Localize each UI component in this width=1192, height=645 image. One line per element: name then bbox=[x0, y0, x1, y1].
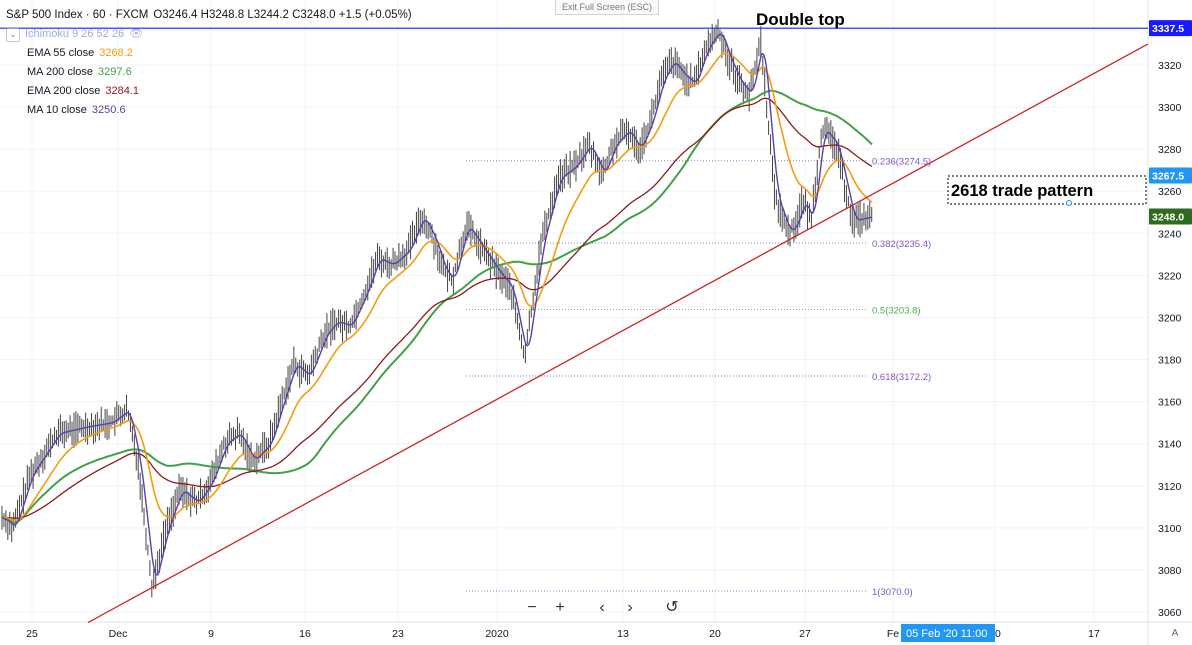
y-tick-label: 3260 bbox=[1158, 186, 1182, 198]
y-tick-label: 3080 bbox=[1158, 565, 1182, 577]
x-tick-label: 27 bbox=[799, 628, 811, 640]
auto-scale-button[interactable]: A bbox=[1171, 628, 1179, 639]
y-tick-label: 3180 bbox=[1158, 355, 1182, 367]
fib-level-label: 1(3070.0) bbox=[872, 587, 913, 598]
fib-level-label: 0.5(3203.8) bbox=[872, 305, 921, 316]
x-tick-label: 20 bbox=[709, 628, 721, 640]
y-tick-label: 3140 bbox=[1158, 439, 1182, 451]
chart-legend: S&P 500 Index · 60 · FXCM O3246.4 H3248.… bbox=[6, 6, 412, 120]
double-top-annotation: Double top bbox=[756, 10, 845, 29]
crosshair-label-bg bbox=[901, 624, 995, 642]
y-tick-label: 3240 bbox=[1158, 228, 1182, 240]
zoom-in-button[interactable]: + bbox=[555, 599, 565, 616]
scroll-right-button[interactable]: › bbox=[627, 599, 633, 616]
y-tick-label: 3120 bbox=[1158, 481, 1182, 493]
y-tick-label: 3200 bbox=[1158, 312, 1182, 324]
ma10-value: 3250.6 bbox=[91, 104, 126, 116]
price-label: 3337.5 bbox=[1152, 23, 1184, 35]
x-tick-label: 2020 bbox=[485, 628, 509, 640]
ma-200-line bbox=[1, 89, 873, 524]
zoom-out-button[interactable]: − bbox=[527, 599, 537, 616]
fib-level-label: 0.382(3235.4) bbox=[872, 239, 931, 250]
ma-10-line bbox=[1, 33, 873, 576]
x-tick-label: 25 bbox=[26, 628, 38, 640]
x-tick-label: 23 bbox=[392, 628, 404, 640]
pattern-box bbox=[947, 175, 1147, 205]
exit-fullscreen-button[interactable]: Exit Full Screen (ESC) bbox=[555, 0, 660, 15]
ma200-value: 3297.6 bbox=[98, 66, 132, 78]
indicator-ema55[interactable]: EMA 55 close 3268.2 bbox=[6, 44, 412, 63]
ichimoku-row[interactable]: ⌄ Ichimoku 9 26 52 26 👁 bbox=[6, 25, 412, 44]
x-tick-label: 16 bbox=[299, 628, 311, 640]
y-tick-label: 3300 bbox=[1158, 102, 1182, 114]
fib-level-label: 0.236(3274.5) bbox=[872, 157, 931, 168]
y-tick-label: 3220 bbox=[1158, 270, 1182, 282]
gridlines bbox=[0, 0, 1148, 622]
indicator-ema200[interactable]: EMA 200 close 3284.1 bbox=[6, 82, 412, 101]
reset-chart-button[interactable]: ↺ bbox=[665, 599, 679, 616]
y-tick-label: 3280 bbox=[1158, 144, 1182, 156]
ema200-value: 3284.1 bbox=[105, 85, 140, 97]
pattern-annotation: 2618 trade pattern bbox=[951, 182, 1093, 200]
y-tick-label: 3060 bbox=[1158, 607, 1182, 619]
symbol-header: S&P 500 Index · 60 · FXCM O3246.4 H3248.… bbox=[6, 6, 412, 25]
x-tick-label: 10 bbox=[989, 628, 1001, 640]
chart-controls: − + ‹ › ↺ bbox=[520, 596, 684, 620]
price-label: 3248.0 bbox=[1152, 211, 1184, 223]
price-label-bg bbox=[1149, 208, 1192, 225]
x-tick-label: 13 bbox=[617, 628, 629, 640]
fib-level-label: 0.618(3172.2) bbox=[872, 372, 931, 383]
x-tick-label: Dec bbox=[109, 628, 128, 640]
price-label-bg bbox=[1149, 20, 1192, 37]
ema55-value: 3268.2 bbox=[99, 47, 133, 59]
symbol-title[interactable]: S&P 500 Index · 60 · FXCM bbox=[6, 9, 149, 21]
pattern-handle bbox=[1066, 200, 1072, 206]
trendline bbox=[87, 43, 1149, 624]
y-tick-label: 3160 bbox=[1158, 397, 1182, 409]
y-tick-label: 3320 bbox=[1158, 60, 1182, 72]
indicator-ma10[interactable]: MA 10 close 3250.6 bbox=[6, 101, 412, 120]
ohlc-readout: O3246.4 H3248.8 L3244.2 C3248.0 +1.5 (+0… bbox=[153, 9, 412, 21]
indicator-ma200[interactable]: MA 200 close 3297.6 bbox=[6, 63, 412, 82]
y-tick-label: 3100 bbox=[1158, 523, 1182, 535]
scroll-left-button[interactable]: ‹ bbox=[599, 599, 605, 616]
x-tick-label: 17 bbox=[1088, 628, 1100, 640]
crosshair-time-label: 05 Feb '20 11:00 bbox=[906, 628, 987, 640]
hide-eye-icon[interactable]: 👁 bbox=[129, 28, 144, 40]
chevron-down-icon[interactable]: ⌄ bbox=[6, 27, 20, 42]
x-tick-label: 9 bbox=[208, 628, 214, 640]
x-tick-label: Fe bbox=[887, 628, 899, 640]
price-label: 3267.5 bbox=[1152, 170, 1184, 182]
ichimoku-label: Ichimoku 9 26 52 26 bbox=[25, 28, 125, 40]
price-label-bg bbox=[1149, 167, 1192, 184]
